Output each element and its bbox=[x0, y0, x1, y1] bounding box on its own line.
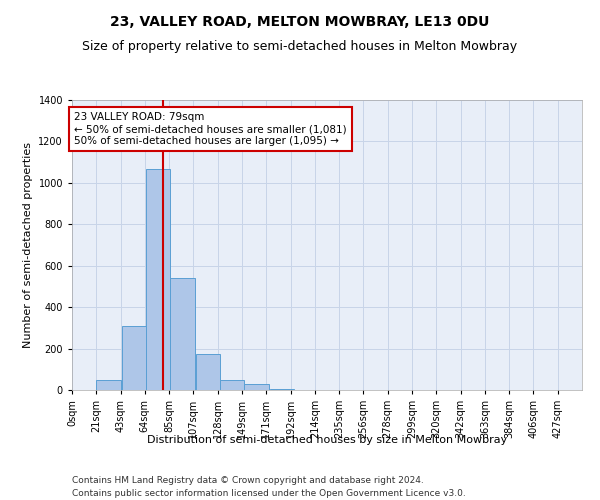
Text: Contains HM Land Registry data © Crown copyright and database right 2024.: Contains HM Land Registry data © Crown c… bbox=[72, 476, 424, 485]
Text: 23 VALLEY ROAD: 79sqm
← 50% of semi-detached houses are smaller (1,081)
50% of s: 23 VALLEY ROAD: 79sqm ← 50% of semi-deta… bbox=[74, 112, 347, 146]
Text: 23, VALLEY ROAD, MELTON MOWBRAY, LE13 0DU: 23, VALLEY ROAD, MELTON MOWBRAY, LE13 0D… bbox=[110, 15, 490, 29]
Bar bbox=[122, 326, 146, 390]
Bar bbox=[220, 380, 244, 390]
Bar bbox=[270, 389, 294, 390]
Text: Size of property relative to semi-detached houses in Melton Mowbray: Size of property relative to semi-detach… bbox=[82, 40, 518, 53]
Bar bbox=[196, 354, 220, 390]
Bar bbox=[170, 278, 194, 390]
Bar bbox=[96, 380, 121, 390]
Text: Contains public sector information licensed under the Open Government Licence v3: Contains public sector information licen… bbox=[72, 488, 466, 498]
Bar bbox=[146, 170, 170, 390]
Text: Distribution of semi-detached houses by size in Melton Mowbray: Distribution of semi-detached houses by … bbox=[147, 435, 507, 445]
Bar bbox=[244, 384, 269, 390]
Y-axis label: Number of semi-detached properties: Number of semi-detached properties bbox=[23, 142, 33, 348]
